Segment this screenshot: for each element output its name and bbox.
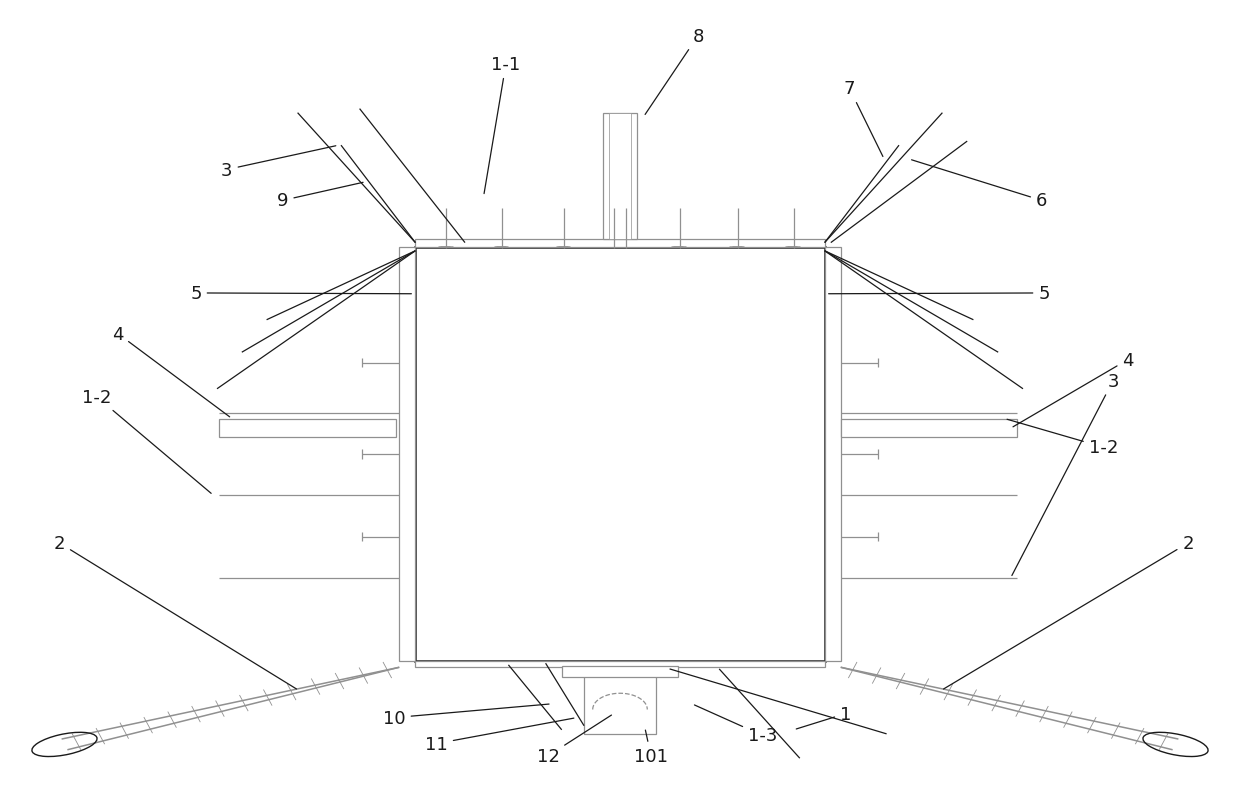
Bar bbox=[399, 247, 415, 661]
Text: 1: 1 bbox=[796, 705, 852, 729]
Bar bbox=[219, 420, 396, 438]
Bar bbox=[415, 661, 825, 667]
Text: 1-3: 1-3 bbox=[694, 705, 777, 744]
Bar bbox=[562, 667, 678, 677]
Text: 8: 8 bbox=[645, 28, 704, 115]
Text: 1-2: 1-2 bbox=[82, 388, 211, 494]
Text: 7: 7 bbox=[843, 80, 883, 157]
Text: 4: 4 bbox=[112, 325, 229, 418]
Text: 3: 3 bbox=[1012, 372, 1118, 576]
Text: 11: 11 bbox=[425, 719, 574, 753]
Text: 1-1: 1-1 bbox=[484, 56, 521, 195]
Text: 2: 2 bbox=[944, 534, 1194, 689]
Text: 1-2: 1-2 bbox=[1007, 420, 1118, 457]
Text: 2: 2 bbox=[53, 534, 296, 689]
Bar bbox=[603, 114, 637, 239]
Text: 5: 5 bbox=[190, 285, 412, 303]
Bar bbox=[841, 420, 1017, 438]
Bar bbox=[584, 667, 656, 734]
Bar bbox=[415, 239, 825, 247]
Bar bbox=[825, 247, 841, 661]
Text: 12: 12 bbox=[537, 715, 611, 765]
Bar bbox=[609, 114, 631, 239]
Text: 9: 9 bbox=[277, 183, 363, 210]
Text: 6: 6 bbox=[911, 161, 1048, 210]
Text: 5: 5 bbox=[828, 285, 1050, 303]
Text: 4: 4 bbox=[1013, 351, 1133, 427]
Text: 101: 101 bbox=[634, 730, 668, 765]
Text: 10: 10 bbox=[383, 704, 549, 727]
Bar bbox=[415, 247, 825, 661]
Text: 3: 3 bbox=[221, 147, 336, 179]
